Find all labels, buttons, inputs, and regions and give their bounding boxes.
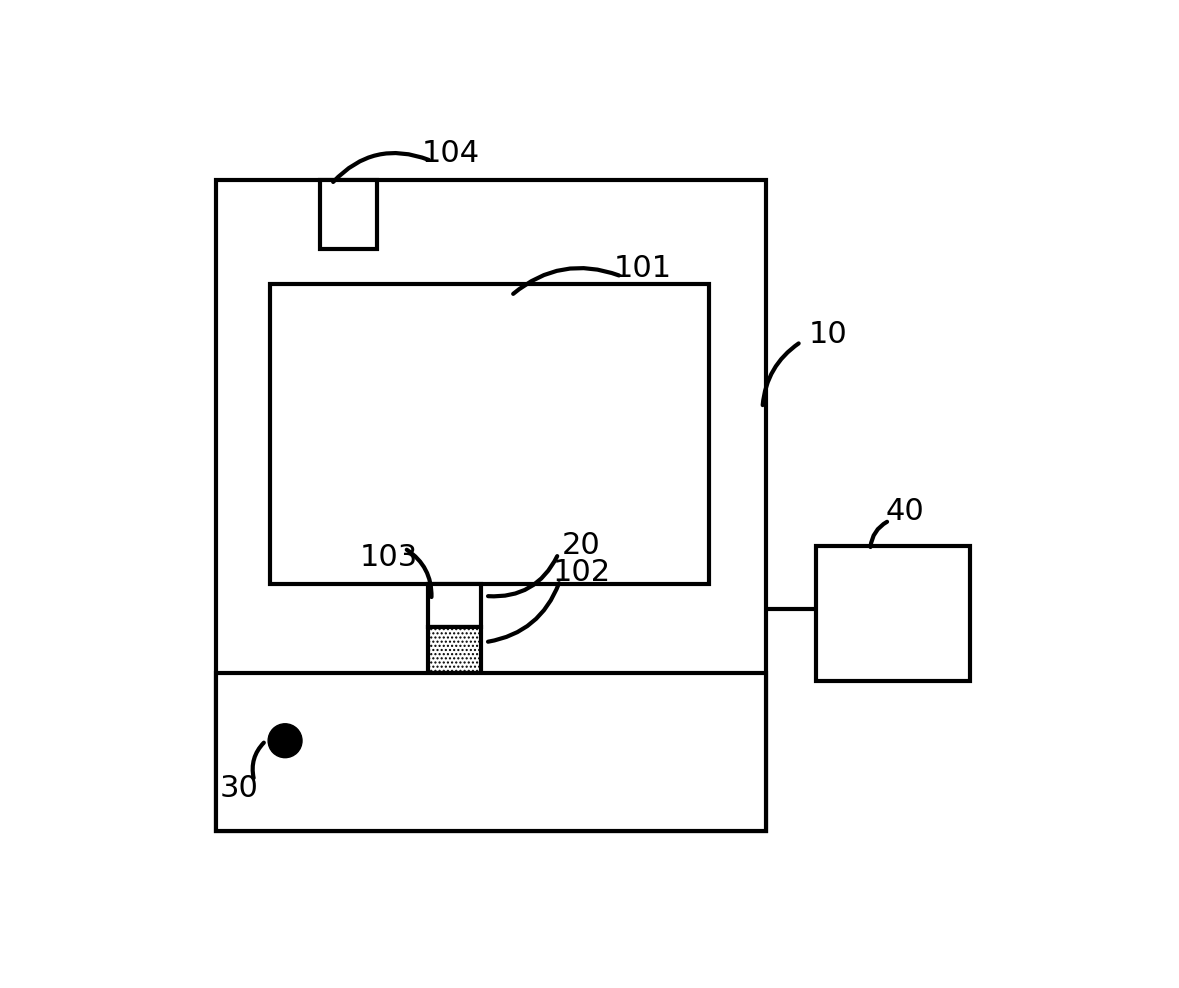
Bar <box>428 626 481 673</box>
Text: 101: 101 <box>614 254 672 284</box>
Text: 103: 103 <box>360 543 419 572</box>
Text: 30: 30 <box>219 774 258 803</box>
Text: 40: 40 <box>885 497 924 526</box>
Text: 20: 20 <box>562 532 601 560</box>
Text: 10: 10 <box>809 320 848 349</box>
Bar <box>428 585 481 626</box>
Bar <box>216 673 766 831</box>
Bar <box>816 546 970 681</box>
Circle shape <box>268 724 302 758</box>
Bar <box>216 180 766 831</box>
Text: 102: 102 <box>553 558 611 587</box>
Text: 104: 104 <box>422 138 480 168</box>
Bar <box>270 285 709 585</box>
Bar <box>320 180 377 249</box>
